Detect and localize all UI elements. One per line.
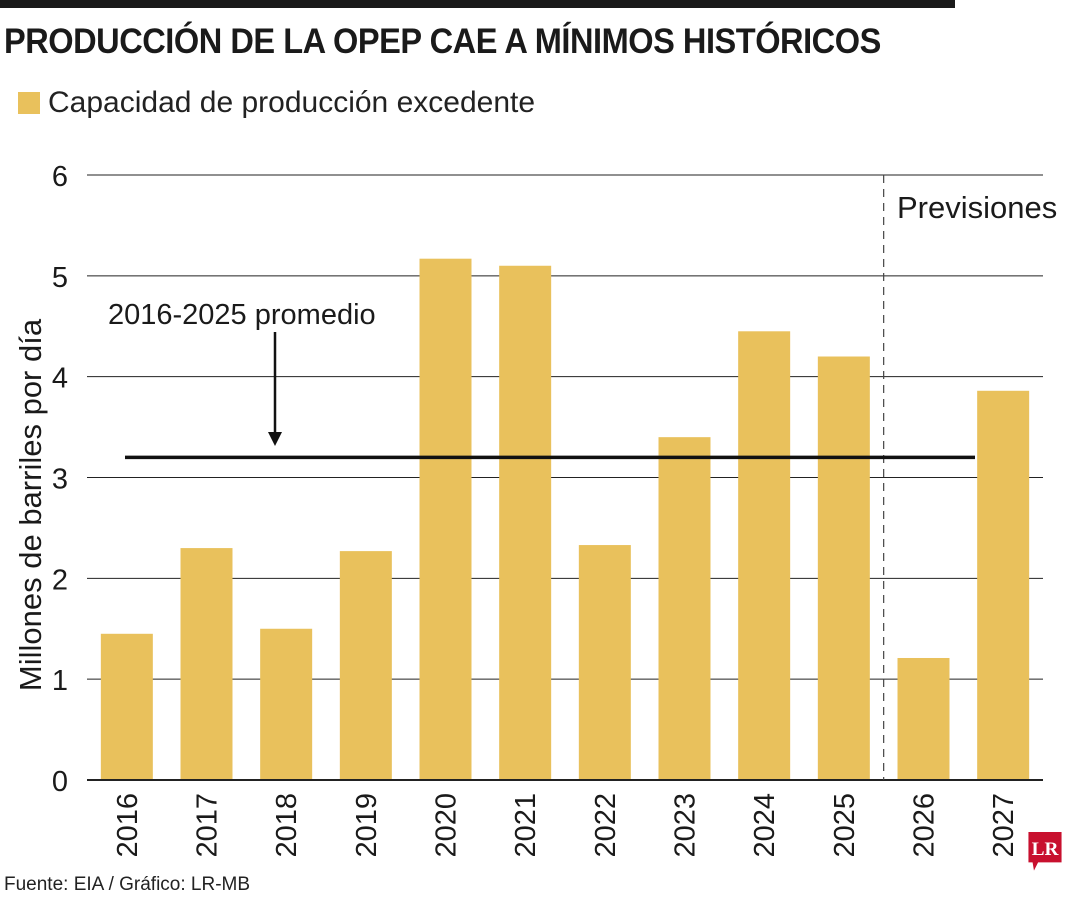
bar [658, 437, 711, 780]
bar [738, 331, 791, 780]
y-tick-label: 6 [52, 161, 68, 193]
x-tick-label: 2027 [988, 793, 1020, 858]
bar [419, 258, 472, 781]
y-tick-label: 1 [52, 665, 68, 697]
average-label: 2016-2025 promedio [108, 299, 376, 331]
forecast-label: Previsiones [897, 190, 1057, 225]
x-tick-label: 2019 [351, 793, 383, 858]
top-rule [0, 0, 955, 8]
y-tick-label: 2 [52, 564, 68, 596]
bar [897, 657, 950, 780]
x-tick-label: 2026 [909, 793, 941, 858]
x-tick-label: 2017 [192, 793, 224, 858]
y-tick-label: 3 [52, 464, 68, 496]
y-tick-label: 0 [52, 766, 68, 798]
y-tick-label: 4 [52, 363, 68, 395]
average-arrow-head [268, 432, 282, 446]
x-tick-label: 2022 [590, 793, 622, 858]
lr-logo: LR [1028, 832, 1062, 871]
bar [180, 548, 233, 780]
x-tick-label: 2020 [431, 793, 463, 858]
bar [817, 356, 870, 780]
bar [339, 551, 392, 780]
x-tick-label: 2018 [271, 793, 303, 858]
legend-label: Capacidad de producción excedente [48, 86, 536, 119]
x-tick-label: 2016 [112, 793, 144, 858]
legend: Capacidad de producción excedente [18, 86, 535, 120]
bar [260, 628, 313, 780]
svg-text:LR: LR [1032, 839, 1060, 860]
legend-swatch [18, 92, 40, 114]
x-tick-label: 2024 [749, 793, 781, 858]
bar [100, 633, 153, 780]
y-tick-label: 5 [52, 262, 68, 294]
source-note: Fuente: EIA / Gráfico: LR-MB [4, 874, 251, 895]
bar [977, 390, 1030, 780]
bar [499, 265, 552, 780]
bar [578, 545, 631, 780]
x-tick-label: 2023 [670, 793, 702, 858]
y-axis-label: Millones de barriles por día [13, 318, 48, 691]
chart-title: PRODUCCIÓN DE LA OPEP CAE A MÍNIMOS HIST… [4, 22, 881, 61]
x-tick-label: 2021 [510, 793, 542, 858]
x-tick-label: 2025 [829, 793, 861, 858]
